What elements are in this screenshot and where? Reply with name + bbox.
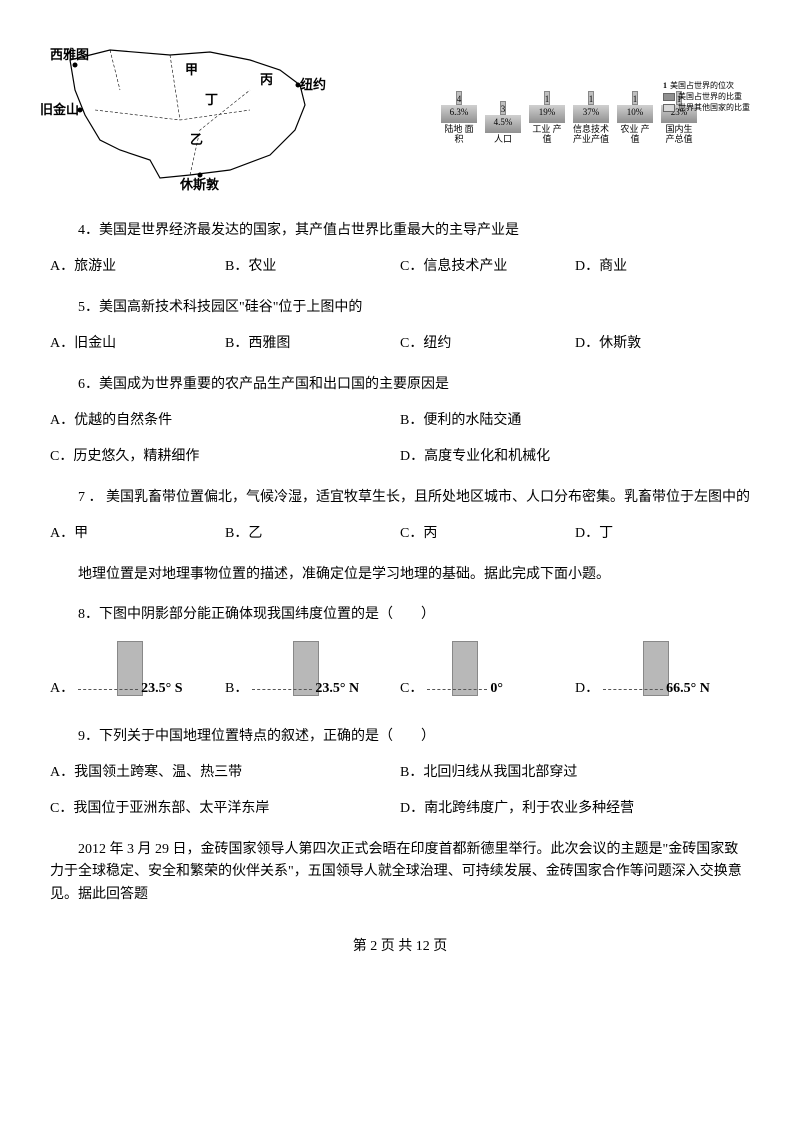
- map-label-jia: 甲: [185, 60, 198, 81]
- bar-pct: 10%: [617, 105, 653, 123]
- bar-pct: 4.5%: [485, 115, 521, 133]
- page-footer: 第 2 页 共 12 页: [50, 936, 750, 958]
- map-label-sf: 旧金山: [40, 100, 79, 121]
- chart-legend: 1美国占世界的位次 美国占世界的比重 世界其他国家的比重: [663, 80, 750, 114]
- bar-cat: 陆地 面积: [440, 125, 478, 145]
- legend-text: 美国占世界的比重: [678, 91, 742, 102]
- option-c: C．信息技术产业: [400, 256, 575, 278]
- option-a: A．旅游业: [50, 256, 225, 278]
- bar-rank: 4: [456, 91, 463, 105]
- option-d: D．休斯敦: [575, 333, 750, 355]
- lat-option-b: B． 23.5° N: [225, 641, 400, 700]
- q5-options: A．旧金山 B．西雅图 C．纽约 D．休斯敦: [50, 333, 750, 355]
- passage-2: 2012 年 3 月 29 日，金砖国家领导人第四次正式会晤在印度首都新德里举行…: [50, 839, 750, 906]
- option-c: C．历史悠久，精耕细作: [50, 446, 400, 468]
- option-a: A．我国领土跨寒、温、热三带: [50, 762, 400, 784]
- lat-label: 66.5° N: [666, 678, 710, 700]
- usa-stats-chart: 46.3%陆地 面积 34.5%人口 119%工业 产值 137%信息技术 产业…: [430, 50, 750, 170]
- q4-options: A．旅游业 B．农业 C．信息技术产业 D．商业: [50, 256, 750, 278]
- option-b: B．便利的水陆交通: [400, 410, 750, 432]
- lat-line: [427, 689, 487, 690]
- figure-row: 西雅图 旧金山 纽约 休斯敦 甲 乙 丙 丁 46.3% 陆地 面积 34.5% 人…: [50, 30, 750, 190]
- option-b: B．乙: [225, 523, 400, 545]
- bar-rank: 1: [632, 91, 639, 105]
- legend-text: 世界其他国家的比重: [678, 102, 750, 113]
- bar-cat: 国内生 产总值: [660, 125, 698, 145]
- option-a: A．优越的自然条件: [50, 410, 400, 432]
- lat-label: 23.5° N: [315, 678, 359, 700]
- option-a: A．旧金山: [50, 333, 225, 355]
- option-b: B．农业: [225, 256, 400, 278]
- bar-cat: 农业 产值: [616, 125, 654, 145]
- q6-options-row1: A．优越的自然条件 B．便利的水陆交通: [50, 410, 750, 432]
- legend-text: 美国占世界的位次: [670, 80, 734, 91]
- q7-options: A．甲 B．乙 C．丙 D．丁: [50, 523, 750, 545]
- lat-option-a: A． 23.5° S: [50, 641, 225, 700]
- option-d: D．商业: [575, 256, 750, 278]
- q6-options-row2: C．历史悠久，精耕细作 D．高度专业化和机械化: [50, 446, 750, 468]
- question-8: 8．下图中阴影部分能正确体现我国纬度位置的是（ ）: [50, 604, 750, 626]
- lat-line: [603, 689, 663, 690]
- bar-pct: 37%: [573, 105, 609, 123]
- map-svg: [50, 30, 330, 190]
- question-9: 9．下列关于中国地理位置特点的叙述，正确的是（ ）: [50, 726, 750, 748]
- question-7: 7 ． 美国乳畜带位置偏北，气候冷湿，适宜牧草生长，且所处地区城市、人口分布密集…: [50, 487, 750, 509]
- question-4: 4．美国是世界经济最发达的国家，其产值占世界比重最大的主导产业是: [50, 220, 750, 242]
- option-a: A．甲: [50, 523, 225, 545]
- map-label-bing: 丙: [260, 70, 273, 91]
- lat-line: [252, 689, 312, 690]
- opt-label: A．: [50, 678, 74, 700]
- lat-label: 23.5° S: [141, 678, 182, 700]
- opt-label: B．: [225, 678, 248, 700]
- lat-line: [78, 689, 138, 690]
- opt-label: D．: [575, 678, 599, 700]
- option-d: D．丁: [575, 523, 750, 545]
- bar-pct: 6.3%: [441, 105, 477, 123]
- bar-cat: 信息技术 产业产值: [572, 125, 610, 145]
- option-b: B．西雅图: [225, 333, 400, 355]
- map-label-houston: 休斯敦: [180, 175, 219, 196]
- bar-cat: 人口: [494, 135, 512, 145]
- passage-1: 地理位置是对地理事物位置的描述，准确定位是学习地理的基础。据此完成下面小题。: [50, 564, 750, 586]
- opt-label: C．: [400, 678, 423, 700]
- question-5: 5．美国高新技术科技园区"硅谷"位于上图中的: [50, 297, 750, 319]
- usa-map-figure: 西雅图 旧金山 纽约 休斯敦 甲 乙 丙 丁: [50, 30, 330, 190]
- option-c: C．丙: [400, 523, 575, 545]
- option-c: C．我国位于亚洲东部、太平洋东岸: [50, 798, 400, 820]
- option-d: D．高度专业化和机械化: [400, 446, 750, 468]
- chart-bars: 46.3%陆地 面积 34.5%人口 119%工业 产值 137%信息技术 产业…: [440, 91, 698, 145]
- bar-rank: 1: [588, 91, 595, 105]
- q8-figures: A． 23.5° S B． 23.5° N C． 0° D． 66.5° N: [50, 641, 750, 700]
- map-label-yi: 乙: [190, 130, 203, 151]
- map-label-seattle: 西雅图: [50, 45, 89, 66]
- lat-option-c: C． 0°: [400, 641, 575, 700]
- bar-cat: 工业 产值: [528, 125, 566, 145]
- map-label-ding: 丁: [205, 90, 218, 111]
- lat-label: 0°: [490, 678, 503, 700]
- map-label-ny: 纽约: [300, 75, 326, 96]
- bar-pct: 19%: [529, 105, 565, 123]
- bar-rank: 1: [544, 91, 551, 105]
- option-c: C．纽约: [400, 333, 575, 355]
- q9-options-row2: C．我国位于亚洲东部、太平洋东岸 D．南北跨纬度广，利于农业多种经营: [50, 798, 750, 820]
- option-b: B．北回归线从我国北部穿过: [400, 762, 750, 784]
- option-d: D．南北跨纬度广，利于农业多种经营: [400, 798, 750, 820]
- question-6: 6．美国成为世界重要的农产品生产国和出口国的主要原因是: [50, 374, 750, 396]
- lat-option-d: D． 66.5° N: [575, 641, 750, 700]
- q9-options-row1: A．我国领土跨寒、温、热三带 B．北回归线从我国北部穿过: [50, 762, 750, 784]
- bar-rank: 3: [500, 101, 507, 115]
